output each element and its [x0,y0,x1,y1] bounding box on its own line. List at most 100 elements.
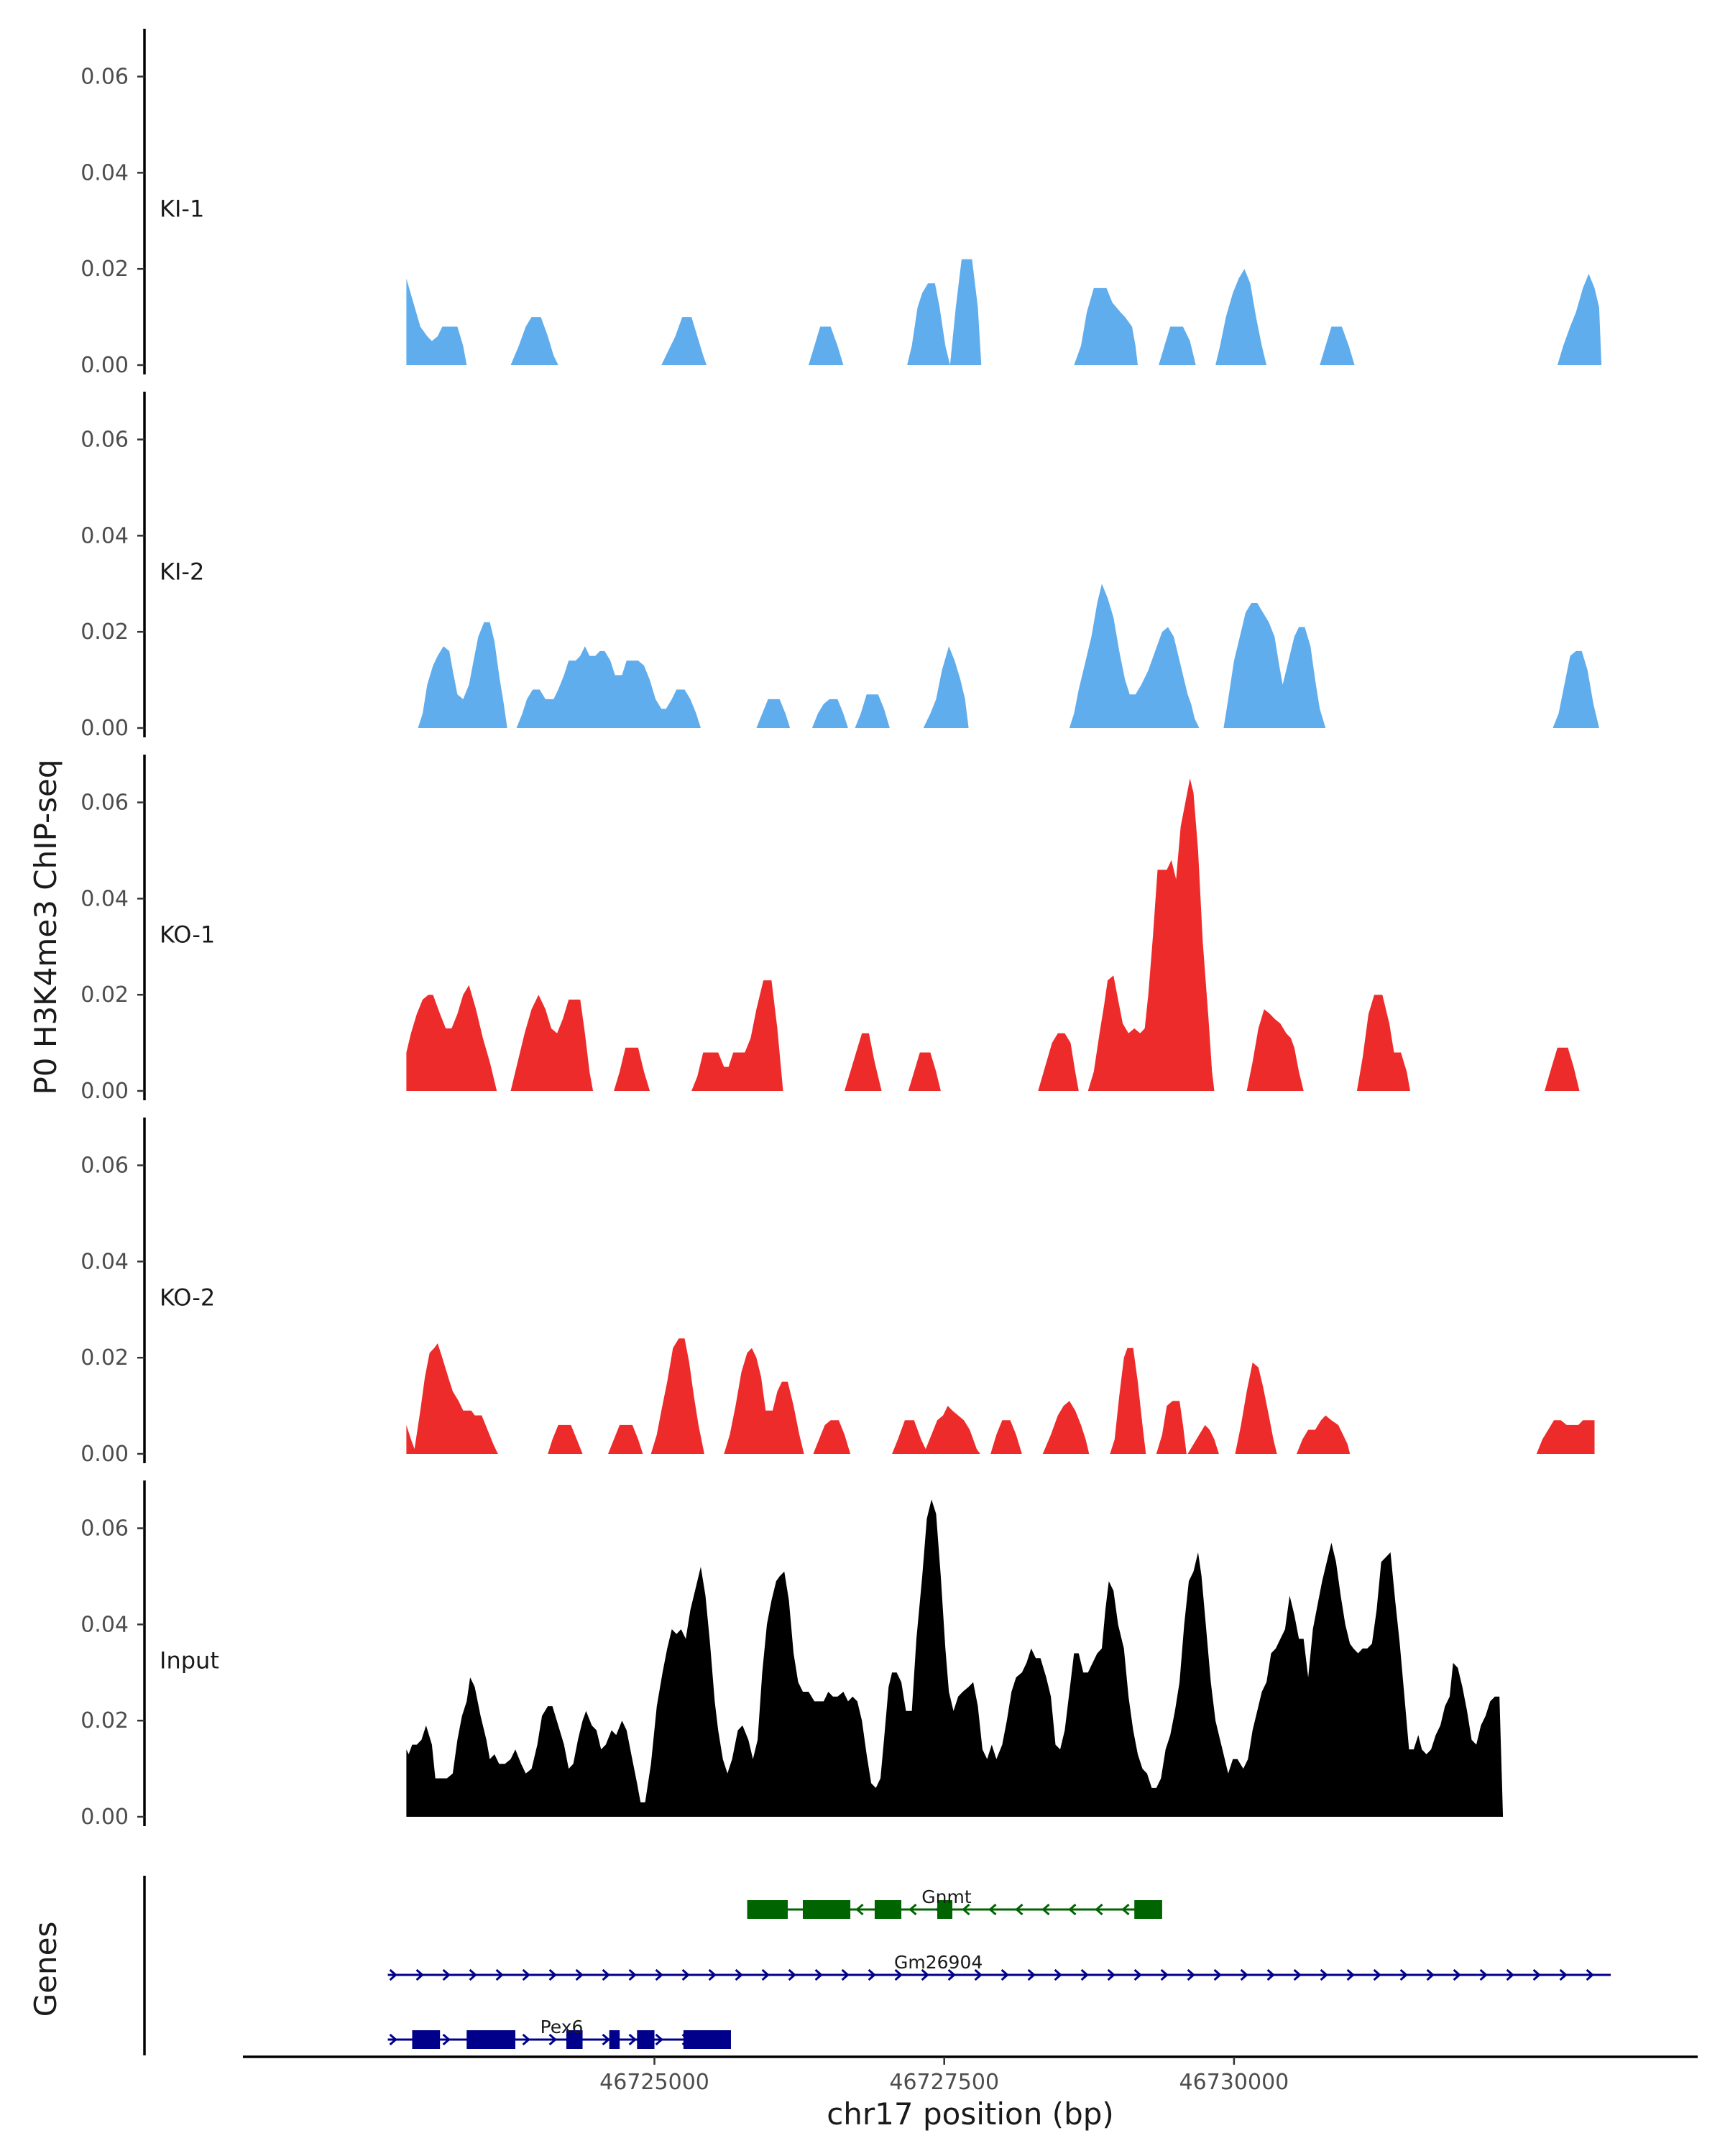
strand-arrow [1266,1968,1275,1981]
strand-arrow [708,1968,717,1981]
coverage-peak [406,1343,498,1454]
genes-axis-title: Genes [28,1922,63,2017]
coverage-peak [1110,1348,1146,1454]
coverage-peak [990,1420,1022,1454]
strand-arrow [761,1968,770,1981]
coverage-peak [1042,1401,1090,1454]
coverage-peak [510,317,558,365]
coverage-peak [908,1052,941,1091]
track-label: KO-1 [160,921,215,949]
strand-arrow [681,1968,690,1981]
y-tick-label: 0.04 [80,1249,129,1274]
coverage-peak [1215,269,1267,365]
strand-arrow [841,1968,850,1981]
gene-label: Gm26904 [894,1952,983,1973]
coverage-peak [1074,287,1138,365]
strand-arrow [1107,1968,1116,1981]
strand-arrow [974,1968,983,1981]
strand-arrow [548,2033,557,2046]
strand-arrow [735,1968,743,1981]
strand-arrow [855,1903,864,1916]
track-label: Input [160,1647,219,1674]
strand-arrow [655,1968,663,1981]
strand-arrow [1027,1968,1036,1981]
track-ko-2: 0.00 0.02 0.04 0.06 KO-2 [80,1118,1595,1467]
gene-label: Gnmt [921,1886,972,1907]
y-tick-label: 0.04 [80,886,129,911]
y-tick-label: 0.00 [80,1079,129,1104]
strand-arrow [442,1968,451,1981]
exon [874,1900,902,1919]
strand-arrow [1015,1903,1024,1916]
strand-arrow [1080,1968,1089,1981]
strand-arrow [442,2033,451,2046]
coverage-peak [1156,1401,1219,1454]
strand-arrow [1160,1968,1169,1981]
y-tick-label: 0.02 [80,1708,129,1733]
gene-label: Pex6 [540,2017,584,2037]
strand-arrow [1586,1968,1594,1981]
track-label: KI-1 [160,195,204,223]
track-ki-2: 0.00 0.02 0.04 0.06 KI-2 [80,392,1599,741]
strand-arrow [415,1968,424,1981]
coverage-peak [907,259,991,365]
coverage-peak [661,317,707,365]
strand-arrow [1054,1968,1062,1981]
coverage-peak [923,646,969,728]
exon [683,2030,731,2049]
exon [637,2030,655,2049]
strand-arrow [988,1903,997,1916]
coverage-peak [1069,584,1200,728]
exon [566,2030,583,2049]
gene-pex6: Pex6 [387,2017,731,2049]
gene-gnmt: Gnmt [747,1886,1162,1919]
strand-arrow [389,1968,397,1981]
y-tick-label: 0.02 [80,1345,129,1370]
coverage-peak [418,622,507,728]
strand-arrow [389,2033,397,2046]
exon [1134,1900,1162,1919]
genes-panel: Gnmt Gm26904 Pex6 [143,1876,1611,2055]
coverage-peak [608,1424,643,1454]
strand-arrow [868,1968,876,1981]
coverage-peak [892,1406,980,1454]
track-label: KI-2 [160,558,204,586]
x-tick-label: 46727500 [889,2070,999,2095]
coverage-peak [1545,1047,1580,1091]
coverage-peak [548,1424,583,1454]
strand-arrow [921,1968,929,1981]
track-input: 0.00 0.02 0.04 0.06 Input [80,1480,1504,1830]
x-tick-label: 46725000 [599,2070,709,2095]
coverage-peak [1356,995,1410,1091]
strand-arrow [788,1968,796,1981]
strand-arrow [1121,1903,1130,1916]
track-ki-1: 0.00 0.02 0.04 0.06 KI-1 [80,29,1602,378]
strand-arrow [628,2033,637,2046]
strand-arrow [602,2033,610,2046]
strand-arrow [522,2033,530,2046]
strand-arrow [628,1968,637,1981]
y-tick-label: 0.04 [80,160,129,185]
coverage-peak [1038,778,1215,1091]
coverage-peak [813,1420,851,1454]
y-tick-label: 0.00 [80,716,129,741]
y-tick-label: 0.02 [80,982,129,1008]
strand-arrow [814,1968,823,1981]
y-tick-label: 0.02 [80,257,129,282]
strand-arrow [1559,1968,1568,1981]
strand-arrow [522,1968,530,1981]
strand-arrow [1293,1968,1302,1981]
coverage-peak [406,278,467,365]
strand-arrow [1068,1903,1077,1916]
strand-arrow [469,1968,477,1981]
track-label: KO-2 [160,1284,215,1312]
y-axis-title: P0 H3K4me3 ChIP-seq [28,759,63,1095]
coverage-peak [809,326,844,365]
strand-arrow [1240,1968,1248,1981]
strand-arrow [1213,1968,1222,1981]
exon [937,1900,953,1919]
coverage-peak [650,1338,704,1454]
coverage-peak [1557,273,1602,365]
y-tick-label: 0.00 [80,1805,129,1830]
